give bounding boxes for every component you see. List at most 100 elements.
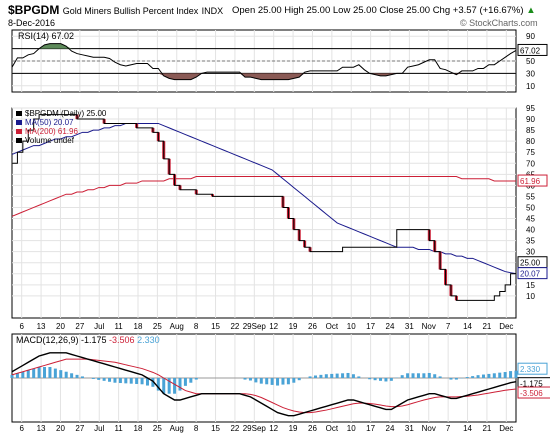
macd-hist-bar: [254, 378, 258, 383]
rsi-tick-label: 10: [526, 82, 535, 91]
macd-hist-bar: [276, 378, 280, 386]
macd-hist-bar: [465, 377, 469, 378]
macd-hist-bar: [15, 373, 19, 378]
x-tick-label: 18: [134, 424, 143, 433]
x-tick-label: 19: [289, 424, 298, 433]
ma50-last-value: 20.07: [520, 270, 541, 279]
macd-hist-bar: [64, 371, 68, 378]
macd-hist-bar: [422, 373, 426, 378]
macd-hist-bar: [75, 374, 79, 378]
x-tick-label: Jul: [94, 322, 104, 331]
macd-hist-bar: [319, 374, 323, 378]
macd-hist-bar: [135, 378, 139, 384]
macd-hist-bar: [373, 378, 377, 381]
macd-hist-bar: [400, 375, 404, 378]
macd-hist-bar: [32, 368, 36, 378]
ma200-last-value: 61.96: [520, 177, 541, 186]
price-x-axis: 6 13 20 27 Jul 11 18 25 Aug 8 15 22 29Sep 12 19 26 Oct 10…: [19, 322, 513, 331]
price-legend-entry: MA(200) 61.96: [25, 127, 78, 136]
x-tick-label: 25: [153, 424, 162, 433]
legend-swatch: [16, 129, 22, 134]
macd-hist-bar: [357, 376, 361, 378]
rsi-tick-label: 50: [526, 57, 535, 66]
x-tick-label: 11: [114, 424, 123, 433]
rsi-overbought-fill: [12, 43, 516, 49]
macd-hist-bar: [341, 373, 345, 378]
x-tick-label: 24: [386, 424, 395, 433]
macd-hist-bar: [471, 376, 475, 378]
macd-legend-entry: MACD(12,26,9) -1.175: [16, 335, 107, 345]
x-tick-label: 7: [446, 424, 451, 433]
x-tick-label: Nov: [422, 322, 436, 331]
price-tick-label: 75: [526, 148, 535, 157]
x-tick-label: 31: [405, 322, 414, 331]
macd-hist-bar: [243, 378, 247, 380]
rsi-last-value: 67.02: [520, 46, 541, 55]
macd-hist-bar: [297, 378, 301, 381]
macd-hist-bar: [259, 378, 263, 384]
macd-hist-bar: [509, 371, 513, 378]
x-tick-label: Aug: [170, 424, 184, 433]
macd-hist-bar: [173, 378, 177, 394]
x-tick-label: 18: [134, 322, 143, 331]
price-tick-label: 95: [526, 104, 535, 113]
x-tick-label: 12: [269, 424, 278, 433]
ma200-line: [11, 176, 517, 217]
macd-legend: MACD(12,26,9) -1.175 -3.506 2.330: [16, 335, 160, 345]
x-tick-label: 20: [56, 424, 65, 433]
macd-hist-bar: [151, 378, 155, 387]
x-tick-label: 7: [446, 322, 451, 331]
x-tick-label: 14: [463, 322, 472, 331]
macd-hist-bar: [124, 378, 128, 384]
macd-hist-bar: [346, 372, 350, 378]
x-tick-label: 17: [366, 322, 375, 331]
x-tick-label: Oct: [326, 424, 339, 433]
price-tick-label: 80: [526, 137, 535, 146]
macd-hist-bar: [324, 374, 328, 378]
macd-hist-bar: [129, 378, 133, 384]
macd-hist-bar: [308, 376, 312, 378]
macd-hist-bar: [368, 378, 372, 380]
x-tick-label: 24: [386, 322, 395, 331]
macd-hist-bar: [503, 372, 507, 378]
ma50-line: [11, 122, 517, 275]
quote-line: Open 25.00 High 25.00 Low 25.00 Close 25…: [232, 5, 536, 16]
symbol: $BPGDM: [8, 3, 60, 17]
x-tick-label: Oct: [326, 322, 339, 331]
x-tick-label: Aug: [170, 322, 184, 331]
x-tick-label: 12: [269, 322, 278, 331]
macd-hist-bar: [118, 378, 122, 384]
macd-hist-bar: [48, 367, 52, 378]
x-tick-label: 27: [75, 322, 84, 331]
macd-hist-bar: [281, 378, 285, 385]
exchange: INDX: [201, 6, 224, 16]
rsi-line: [11, 43, 517, 81]
price-tick-label: 90: [526, 115, 535, 124]
x-tick-label: 10: [347, 424, 356, 433]
legend-swatch: [16, 138, 22, 143]
price-legend-entry: $BPGDM (Daily) 25.00: [25, 109, 107, 118]
macd-legend-entry: -3.506: [107, 335, 135, 345]
rsi-tick-label: 90: [526, 32, 535, 41]
price-tick-label: 45: [526, 215, 535, 224]
macd-hist-bar: [162, 378, 166, 394]
macd-hist-bar: [145, 378, 149, 386]
macd-hist-bar: [292, 378, 296, 383]
macd-hist-bar: [335, 373, 339, 378]
macd-hist-bar: [454, 378, 458, 380]
x-tick-label: 8: [194, 424, 199, 433]
macd-hist-bar: [108, 378, 112, 382]
x-tick-label: 14: [463, 424, 472, 433]
x-tick-label: 22: [230, 424, 239, 433]
x-tick-label: Dec: [499, 424, 513, 433]
macd-hist-bar: [26, 370, 30, 378]
macd-hist-last-value-box: [517, 362, 548, 375]
macd-hist-bar: [433, 374, 437, 378]
rsi-tick-label: 30: [526, 69, 535, 78]
price-tick-label: 30: [526, 248, 535, 257]
macd-hist-bar: [438, 376, 442, 378]
x-tick-label: Nov: [422, 424, 436, 433]
macd-hist-bar: [492, 373, 496, 378]
